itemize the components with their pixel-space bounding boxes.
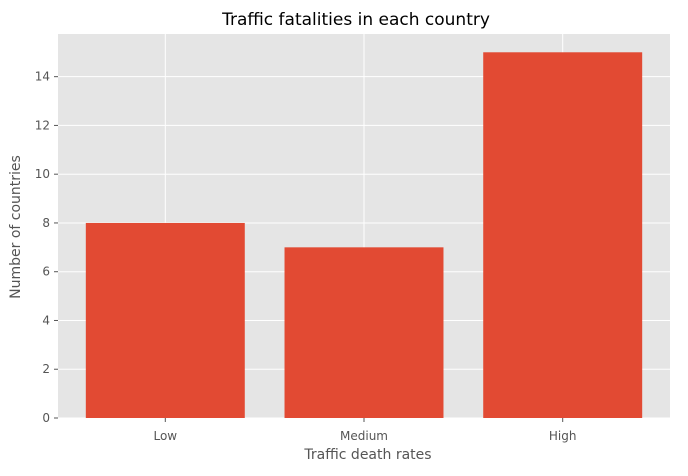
x-tick-label: Medium <box>340 429 388 443</box>
chart-title: Traffic fatalities in each country <box>221 10 490 30</box>
y-axis-label: Number of countries <box>8 155 24 299</box>
y-tick-label: 8 <box>42 216 50 230</box>
bar-high <box>483 52 643 419</box>
y-axis-ticks: 0 2 4 6 8 10 12 14 <box>35 70 58 425</box>
bar-medium <box>284 247 444 418</box>
bars <box>85 52 643 419</box>
x-tick-label: Low <box>153 429 177 443</box>
y-tick-label: 0 <box>42 411 50 425</box>
y-tick-label: 2 <box>42 362 50 376</box>
y-tick-label: 4 <box>42 313 50 327</box>
x-axis-label: Traffic death rates <box>303 447 431 463</box>
x-axis-ticks: Low Medium High <box>153 418 576 443</box>
x-tick-label: High <box>549 429 577 443</box>
y-tick-label: 6 <box>42 265 50 279</box>
y-tick-label: 14 <box>35 70 50 84</box>
bar-low <box>85 222 245 418</box>
y-tick-label: 12 <box>35 118 50 132</box>
y-tick-label: 10 <box>35 167 50 181</box>
